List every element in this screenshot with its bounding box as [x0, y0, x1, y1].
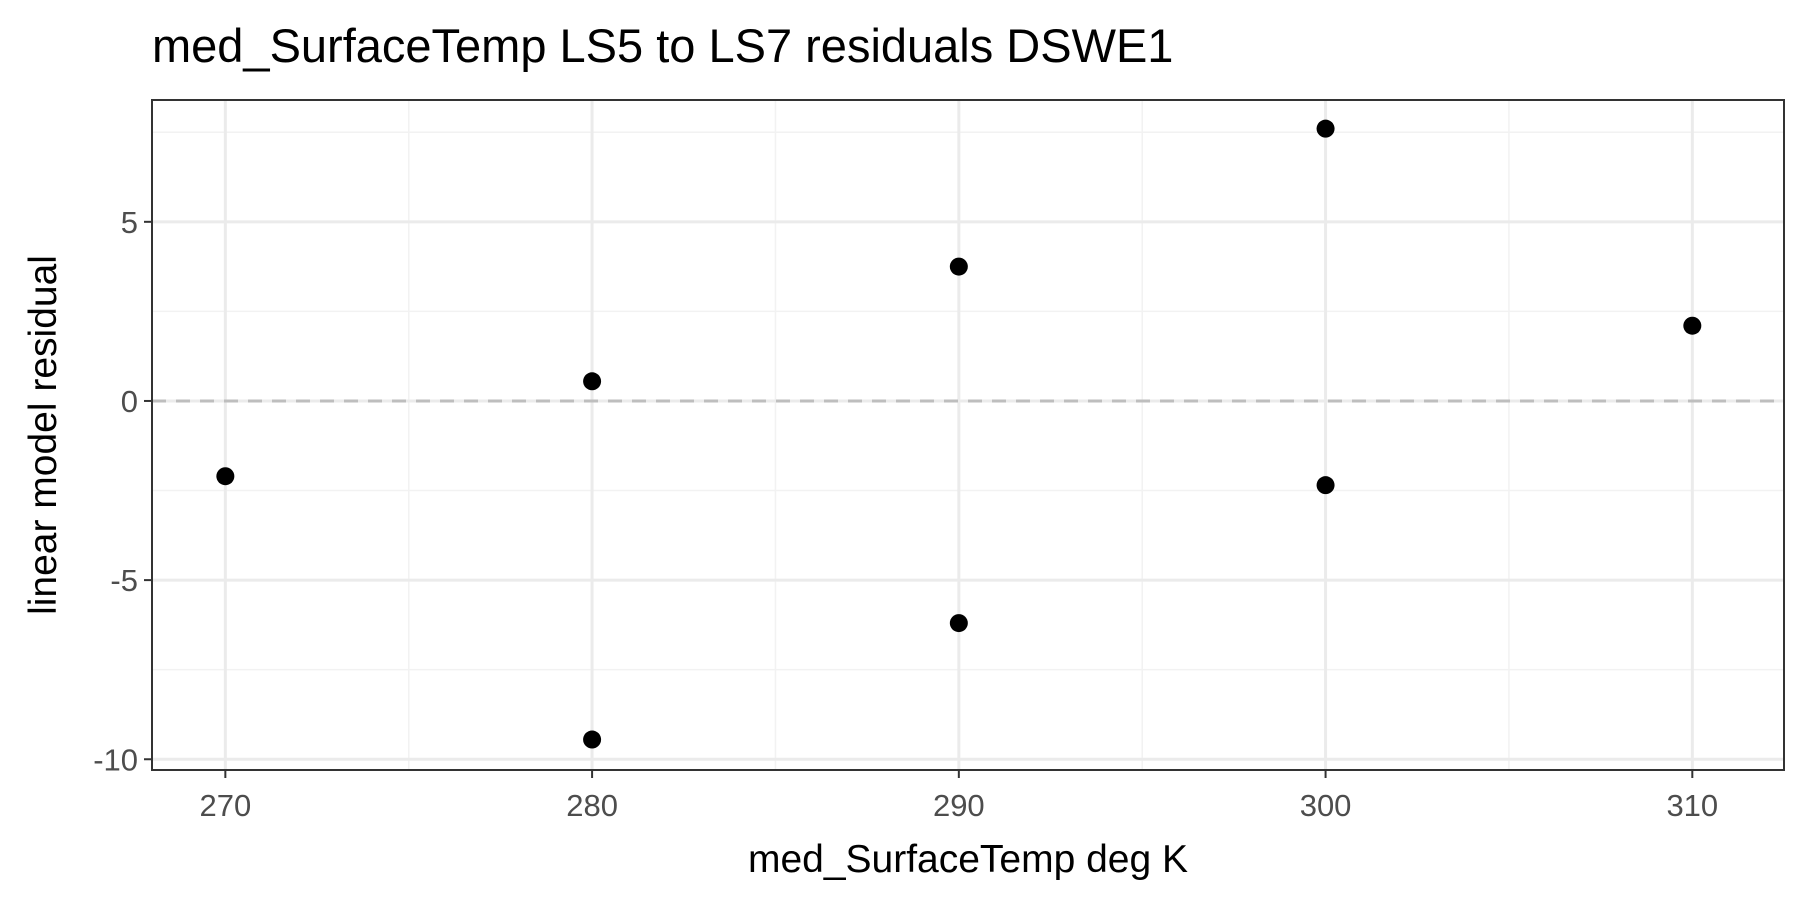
data-point	[583, 730, 602, 749]
x-tick-label: 270	[199, 788, 251, 823]
data-point	[1316, 476, 1335, 495]
x-axis-ticks: 270 280 290 300 310	[199, 770, 1718, 823]
data-point	[949, 614, 968, 633]
major-gridlines	[152, 100, 1784, 770]
chart-title: med_SurfaceTemp LS5 to LS7 residuals DSW…	[152, 19, 1173, 72]
minor-gridlines	[152, 100, 1784, 770]
y-tick-label: 5	[121, 205, 138, 240]
x-tick-label: 300	[1300, 788, 1352, 823]
x-tick-label: 290	[933, 788, 985, 823]
y-tick-label: 0	[121, 384, 138, 419]
y-axis-title: linear model residual	[22, 255, 65, 615]
plot-panel-border	[151, 99, 1785, 771]
y-tick-label: -5	[110, 563, 138, 598]
data-points	[216, 119, 1702, 749]
data-point	[216, 467, 235, 486]
y-axis-ticks: -10 -5 0 5	[93, 205, 152, 777]
data-point	[949, 257, 968, 276]
data-point	[1316, 119, 1335, 138]
data-point	[1683, 316, 1702, 335]
x-tick-label: 280	[566, 788, 618, 823]
x-axis-title: med_SurfaceTemp deg K	[748, 838, 1188, 881]
data-point	[583, 372, 602, 391]
x-tick-label: 310	[1666, 788, 1718, 823]
y-tick-label: -10	[93, 742, 138, 777]
